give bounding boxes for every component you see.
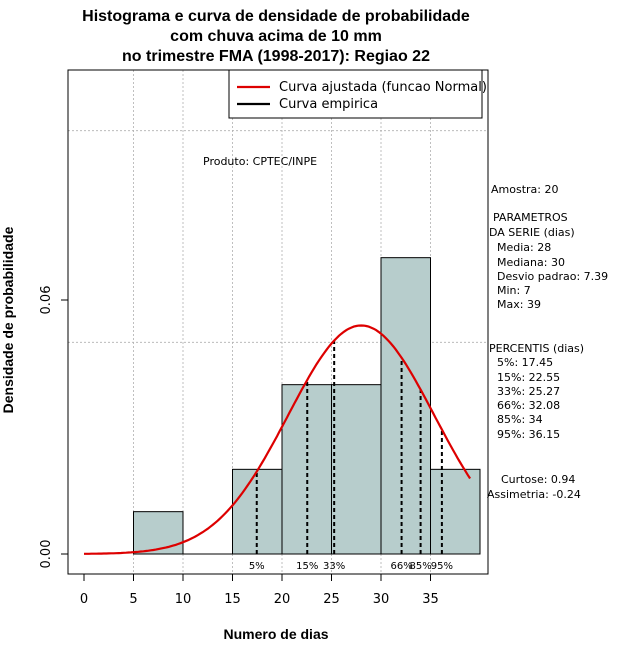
x-axis-label: Numero de dias: [223, 626, 328, 642]
legend: Curva ajustada (funcao Normal) Curva emp…: [228, 69, 487, 119]
percentile-label: 5%: [249, 561, 265, 572]
legend-label-empirical: Curva empirica: [279, 97, 378, 112]
percentile-label: 95%: [431, 561, 453, 572]
legend-label-fitted: Curva ajustada (funcao Normal): [279, 80, 487, 95]
statistics-panel: Amostra: 20 PARAMETROS DA SERIE (dias) M…: [487, 183, 608, 501]
stat-min: Min: 7: [497, 284, 531, 297]
stat-sample: Amostra: 20: [491, 183, 558, 196]
stat-params-heading: PARAMETROS: [493, 211, 568, 224]
stat-p15: 15%: 22.55: [497, 371, 560, 384]
histogram-bars: [133, 257, 481, 555]
chart-title-line-1: Histograma e curva de densidade de proba…: [82, 8, 470, 25]
stat-p66: 66%: 32.08: [497, 399, 560, 412]
stat-p33: 33%: 25.27: [497, 385, 560, 398]
histogram-bar: [133, 511, 184, 555]
x-tick-label: 10: [175, 592, 192, 607]
percentile-label: 15%: [296, 561, 318, 572]
stat-p95: 95%: 36.15: [497, 428, 560, 441]
y-axis-label: Densidade de probabilidade: [0, 226, 16, 413]
stat-p5: 5%: 17.45: [497, 356, 553, 369]
percentile-label: 85%: [409, 561, 431, 572]
histogram-bar: [380, 257, 431, 555]
x-tick-label: 15: [224, 592, 241, 607]
credit-text: Produto: CPTEC/INPE: [203, 155, 317, 168]
stat-p85: 85%: 34: [497, 413, 543, 426]
chart-title-line-3: no trimestre FMA (1998-2017): Regiao 22: [122, 48, 430, 65]
y-axis: 0.00 0.06: [39, 286, 69, 569]
percentile-lines: [255, 340, 443, 554]
y-tick-label: 0.06: [39, 286, 54, 315]
histogram-bar: [331, 384, 382, 555]
x-axis: 0 5 10 15 20 25 30 35: [80, 573, 439, 607]
stat-max: Max: 39: [497, 298, 541, 311]
stat-params-subheading: DA SERIE (dias): [489, 226, 575, 239]
y-tick-label: 0.00: [39, 540, 54, 569]
stat-skewness: Assimetria: -0.24: [487, 488, 581, 501]
normal-fit-curve: [84, 324, 472, 555]
legend-box: [228, 69, 483, 119]
stat-mean: Media: 28: [497, 241, 551, 254]
chart-title-line-2: com chuva acima de 10 mm: [170, 28, 382, 45]
stat-kurtosis: Curtose: 0.94: [501, 473, 575, 486]
x-tick-label: 30: [373, 592, 390, 607]
percentile-label: 33%: [323, 561, 345, 572]
percentile-labels: 5% 15% 33% 66%85% 95%: [249, 561, 453, 572]
stat-percentiles-heading: PERCENTIS (dias): [489, 342, 584, 355]
x-tick-label: 25: [323, 592, 340, 607]
stat-median: Mediana: 30: [497, 256, 565, 269]
histogram-bar: [430, 468, 481, 555]
x-tick-label: 5: [129, 592, 137, 607]
stat-sd: Desvio padrao: 7.39: [497, 270, 608, 283]
x-tick-label: 0: [80, 592, 88, 607]
x-tick-label: 35: [422, 592, 439, 607]
percentile-label: 66%: [390, 561, 412, 572]
x-tick-label: 20: [274, 592, 291, 607]
